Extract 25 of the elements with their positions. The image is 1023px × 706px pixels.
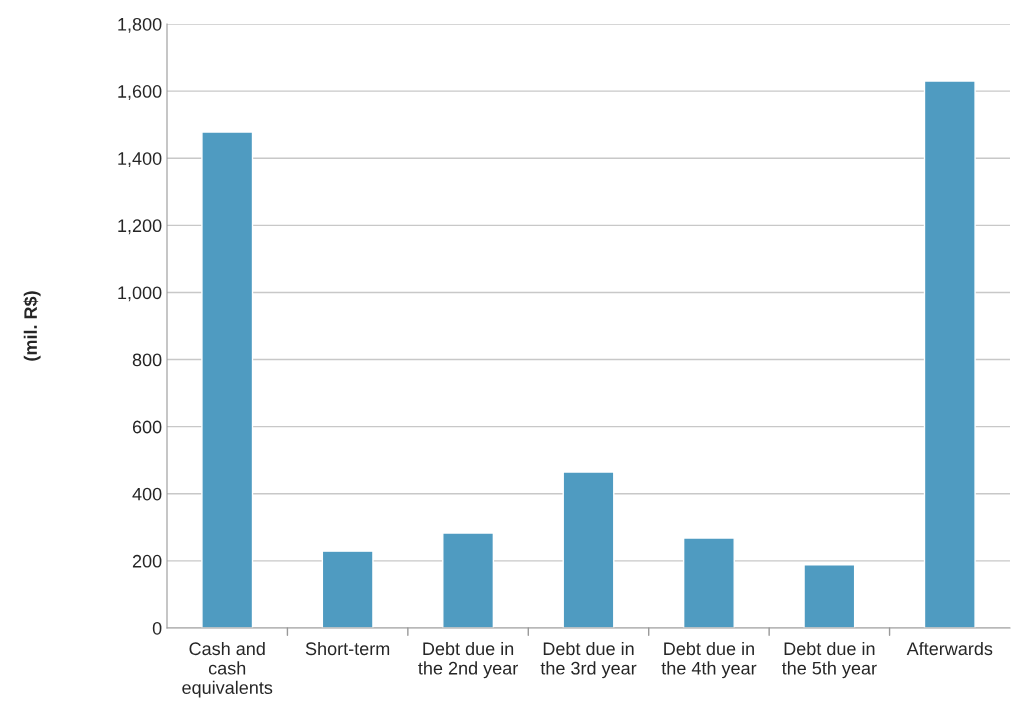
y-tick-label: 1,200 (118, 219, 162, 235)
x-tick-label: Debt due in the 5th year (781, 641, 877, 679)
bar (562, 471, 615, 628)
y-tick-label: 1,000 (118, 286, 162, 302)
bar (321, 550, 374, 628)
y-tick-label: 200 (132, 554, 162, 568)
y-tick-label: 600 (132, 420, 162, 434)
bar (682, 537, 735, 628)
y-tick-label: 800 (132, 353, 162, 367)
bar (803, 564, 856, 628)
bar (201, 131, 254, 628)
x-tick-label: Cash and cash equivalents (182, 641, 273, 698)
bar (442, 532, 495, 628)
bar (923, 80, 976, 628)
x-tick-label: Debt due in the 4th year (661, 641, 757, 679)
y-tick-label: 1,400 (118, 152, 162, 168)
x-tick-label: Afterwards (906, 641, 993, 656)
y-tick-label: 0 (152, 621, 162, 635)
y-axis-title: (mil. R$) (23, 291, 41, 361)
x-tick-label: Short-term (305, 641, 390, 656)
y-tick-label: 1,800 (118, 17, 162, 33)
x-tick-label: Debt due in the 2nd year (418, 641, 518, 679)
x-tick-label: Debt due in the 3rd year (540, 641, 637, 679)
y-tick-label: 1,600 (118, 85, 162, 100)
y-tick-label: 400 (132, 487, 162, 501)
